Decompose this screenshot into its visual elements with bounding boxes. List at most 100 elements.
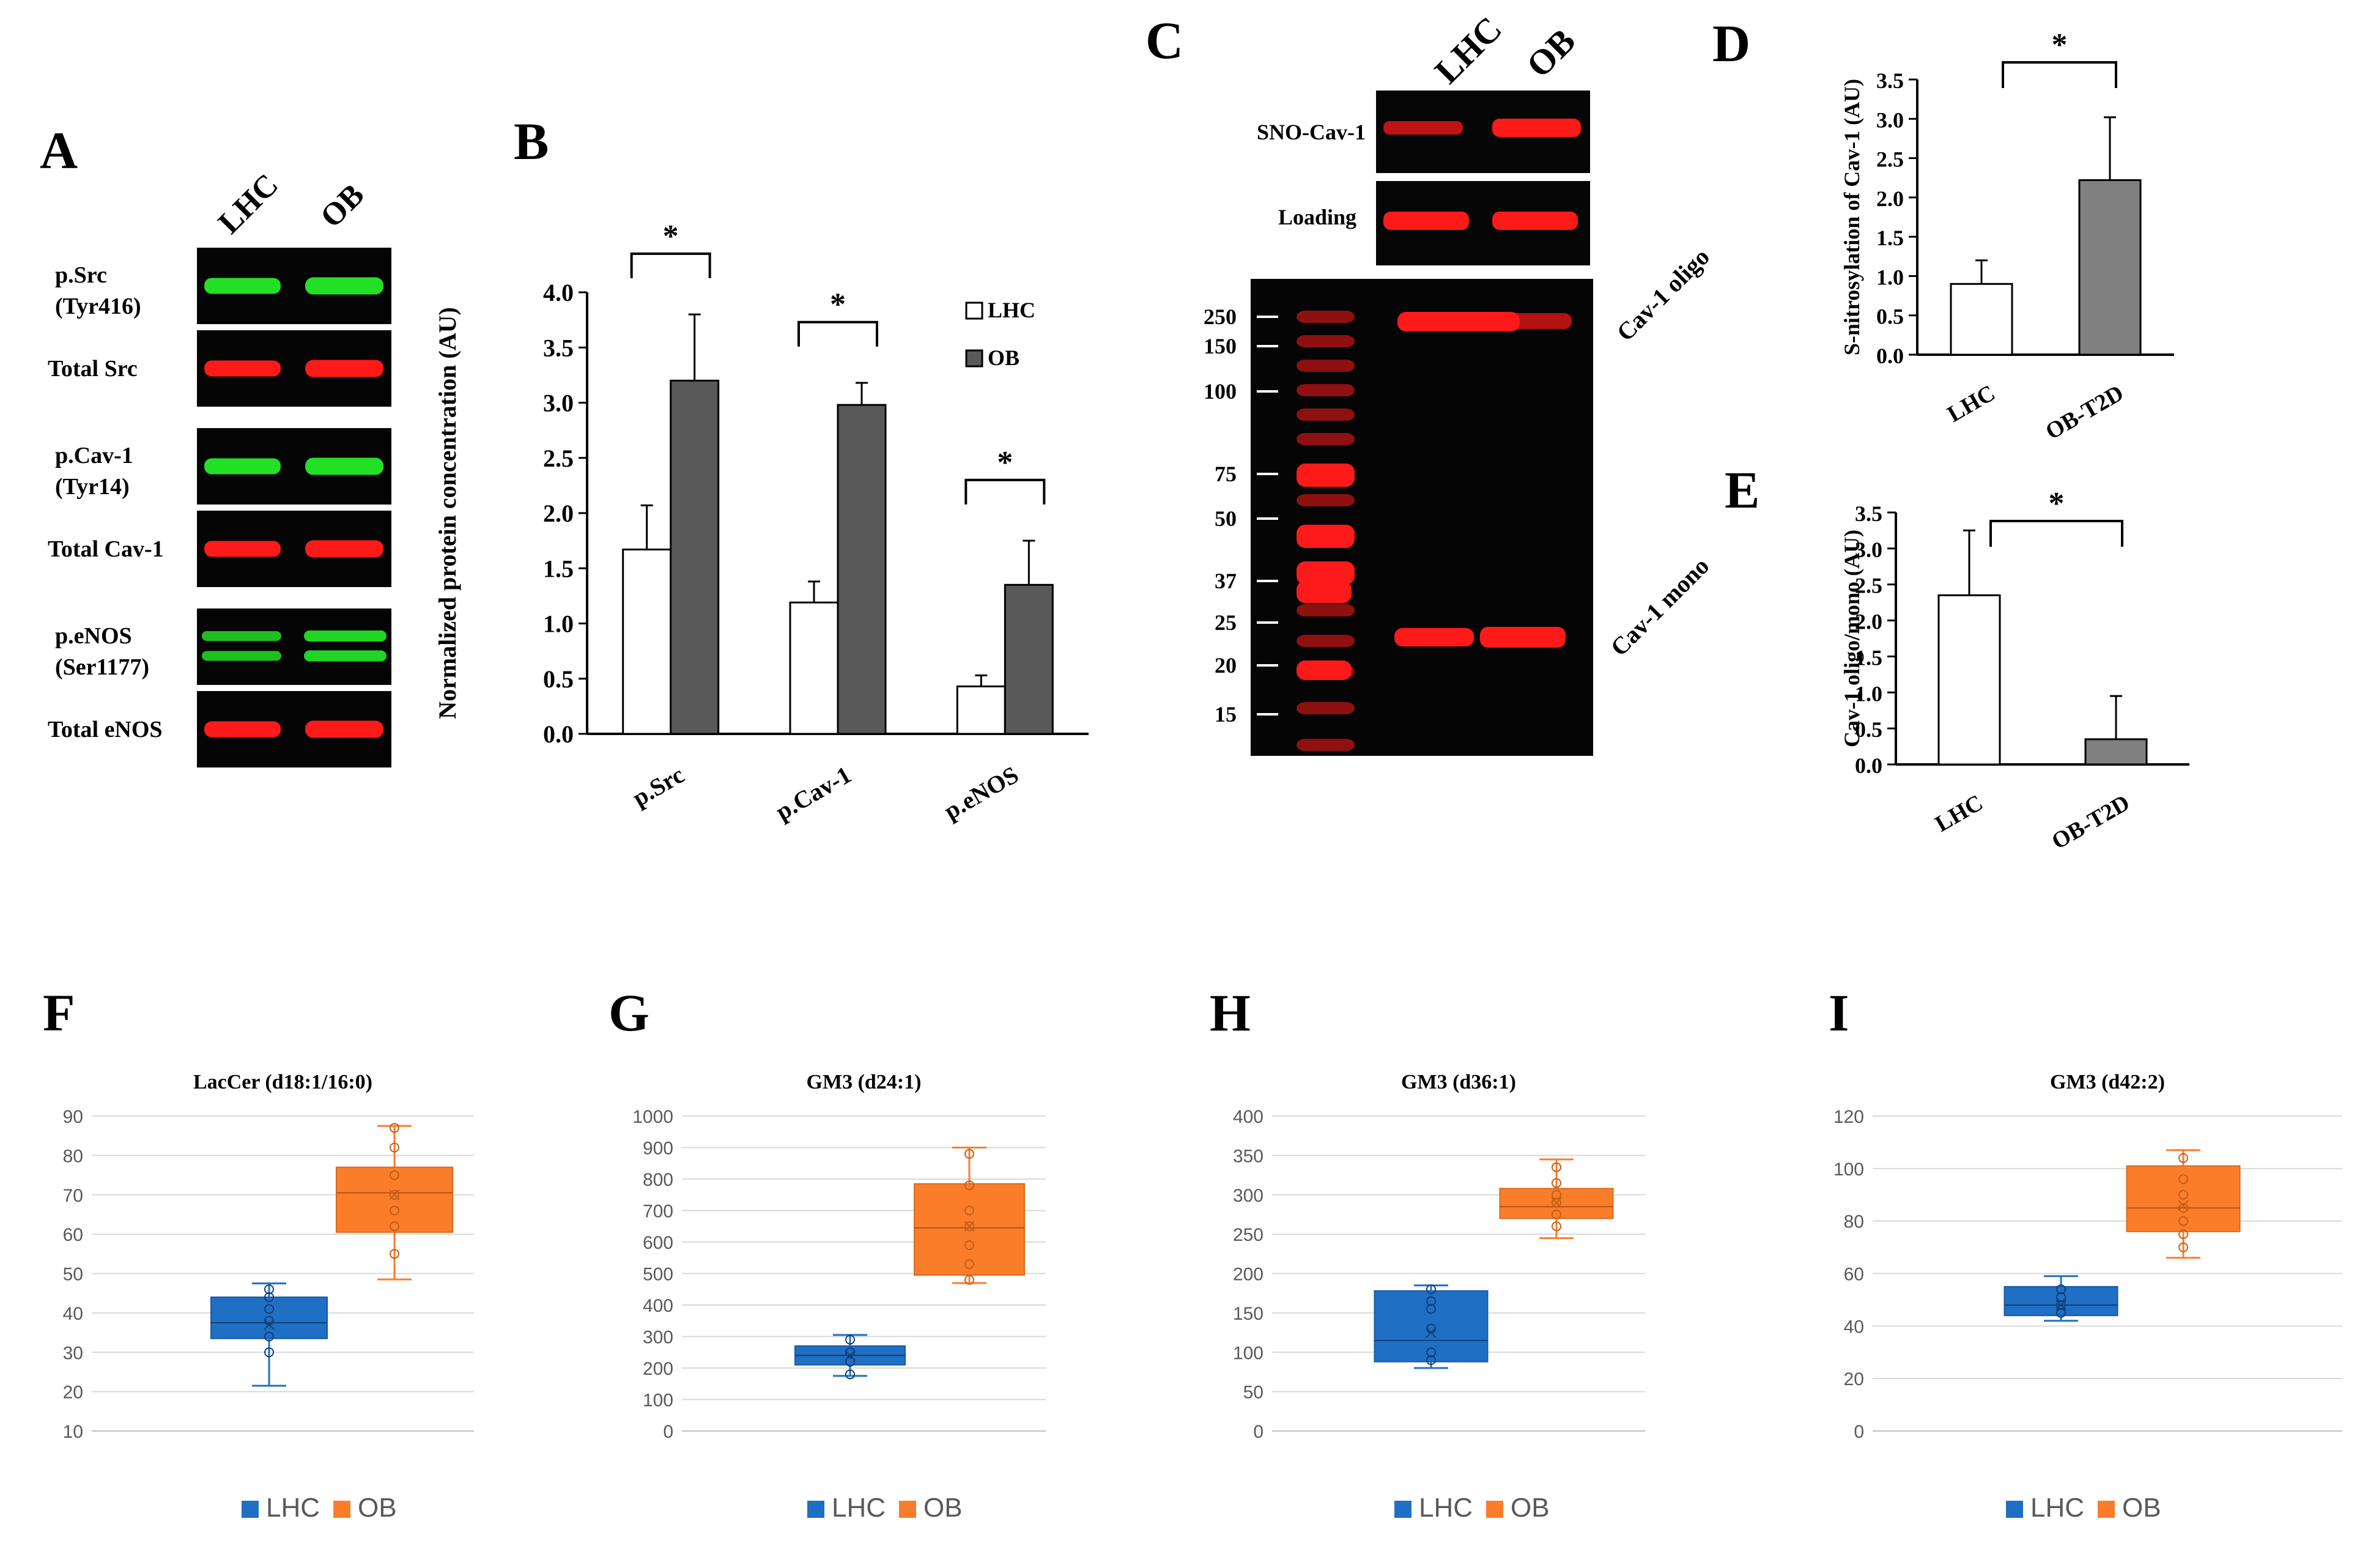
x-tick-label: p.Cav-1 [771,761,856,826]
legend-swatch [1486,1501,1503,1518]
blot-label: p.Cav-1 [55,443,133,468]
significance-bracket [2002,61,2117,88]
y-tick-label: 90 [63,1107,83,1127]
y-tick-label: 200 [1233,1265,1263,1285]
y-tick-label: 800 [643,1170,673,1190]
x-tick-label: OB-T2D [2048,790,2134,854]
blot-label: (Tyr416) [55,294,141,319]
y-tick-label: 400 [643,1296,673,1316]
panel-b-chart: 0.0 0.5 1.0 1.5 2.0 2.5 3.0 3.5 4.0 Normalized pr… [434,219,1089,826]
data-point [390,1249,399,1259]
mean-marker [964,1221,975,1232]
panel-a-lane-label: LHC [212,167,285,240]
blot-label: Total eNOS [48,717,163,742]
legend-swatch [965,301,983,320]
significance-star: * [2052,28,2068,62]
chart-title: GM3 (d36:1) [1401,1071,1516,1093]
ladder-band [1297,409,1355,421]
panel-letter-c: C [1145,11,1183,70]
ladder-band [1297,464,1355,487]
band [202,631,281,641]
y-tick-label: 2.0 [543,500,574,527]
bar-lhc [1950,283,2013,356]
data-point [2178,1242,2188,1252]
y-tick-label: 20 [1844,1369,1864,1389]
data-point [1552,1178,1561,1188]
legend-label: OB [988,346,1019,370]
y-tick-label: 300 [1233,1186,1263,1206]
oligo-band [1492,313,1572,329]
y-axis-label: Normalized protein concentration (AU) [434,307,461,719]
y-tick-label: 70 [63,1186,83,1206]
band [204,458,281,475]
y-tick-label: 10 [63,1422,83,1442]
ladder-band [1297,311,1355,323]
panel-letter-f: F [43,983,75,1042]
bar-ob-t2d [2078,179,2142,356]
legend-label: LHC [988,298,1035,322]
data-point [390,1123,399,1133]
y-tick-label: 20 [63,1383,83,1403]
data-point [1552,1209,1561,1219]
band [204,360,281,377]
y-tick-label: 0 [1854,1422,1864,1442]
ladder-band [1297,335,1355,347]
band [202,651,281,661]
marker-label: 100 [1204,379,1237,404]
y-tick-label: 900 [643,1139,673,1159]
y-tick-label: 3.0 [1876,108,1904,132]
x-tick-label: LHC [1931,790,1987,837]
legend-swatch [333,1501,350,1518]
y-tick-label: 3.0 [543,390,574,417]
data-point [1426,1355,1436,1366]
y-tick-label: 100 [1833,1159,1864,1180]
ladder-band [1297,635,1355,647]
data-point [264,1331,274,1342]
legend-label: LHC [832,1493,886,1523]
y-tick-label: 100 [643,1391,673,1411]
panel-a-blots: LHC OB p.Src (Tyr416) Total Src p.Cav-1 (Tyr… [48,167,391,767]
data-point [2056,1307,2066,1318]
x-tick-label: LHC [1943,380,1999,427]
data-point [964,1221,974,1232]
panel-letter-g: G [609,983,649,1042]
y-tick-label: 2.0 [1876,187,1904,211]
legend-swatch [2006,1501,2023,1518]
data-point [964,1148,974,1159]
x-tick-label: p.eNOS [939,761,1023,825]
ladder-band [1297,581,1352,603]
data-point [1426,1304,1436,1314]
significance-star: * [2049,486,2065,521]
data-point [264,1304,274,1314]
bar-ob [670,379,720,735]
ladder-band [1297,494,1355,506]
y-tick-label: 0.0 [543,720,574,748]
y-tick-label: 350 [1233,1146,1263,1166]
panel-letter-e: E [1725,460,1759,519]
mean-marker [264,1319,275,1330]
y-tick-label: 1.0 [1876,265,1904,289]
marker-label: 15 [1215,702,1237,727]
legend-swatch [1394,1501,1411,1518]
blot-label: p.Src [55,262,107,288]
marker-label: 150 [1204,334,1237,358]
band [305,277,383,295]
data-point [390,1205,399,1216]
panel-letter-a: A [40,121,78,180]
y-tick-label: 0.0 [1876,344,1904,368]
y-tick-label: 3.0 [1855,538,1882,562]
marker-label: 250 [1204,305,1237,329]
blot-label: (Ser1177) [55,654,149,680]
data-point [964,1240,974,1251]
y-tick-label: 3.5 [1855,501,1882,526]
y-tick-label: 600 [643,1233,673,1253]
y-tick-label: 80 [63,1146,83,1166]
blot-a-4 [197,608,391,685]
box-lhc [210,1296,328,1339]
data-point [390,1142,399,1153]
chart-title: GM3 (d24:1) [807,1071,922,1093]
mean-marker [845,1350,856,1361]
x-tick-label: p.Src [627,761,689,812]
data-point [264,1347,274,1358]
